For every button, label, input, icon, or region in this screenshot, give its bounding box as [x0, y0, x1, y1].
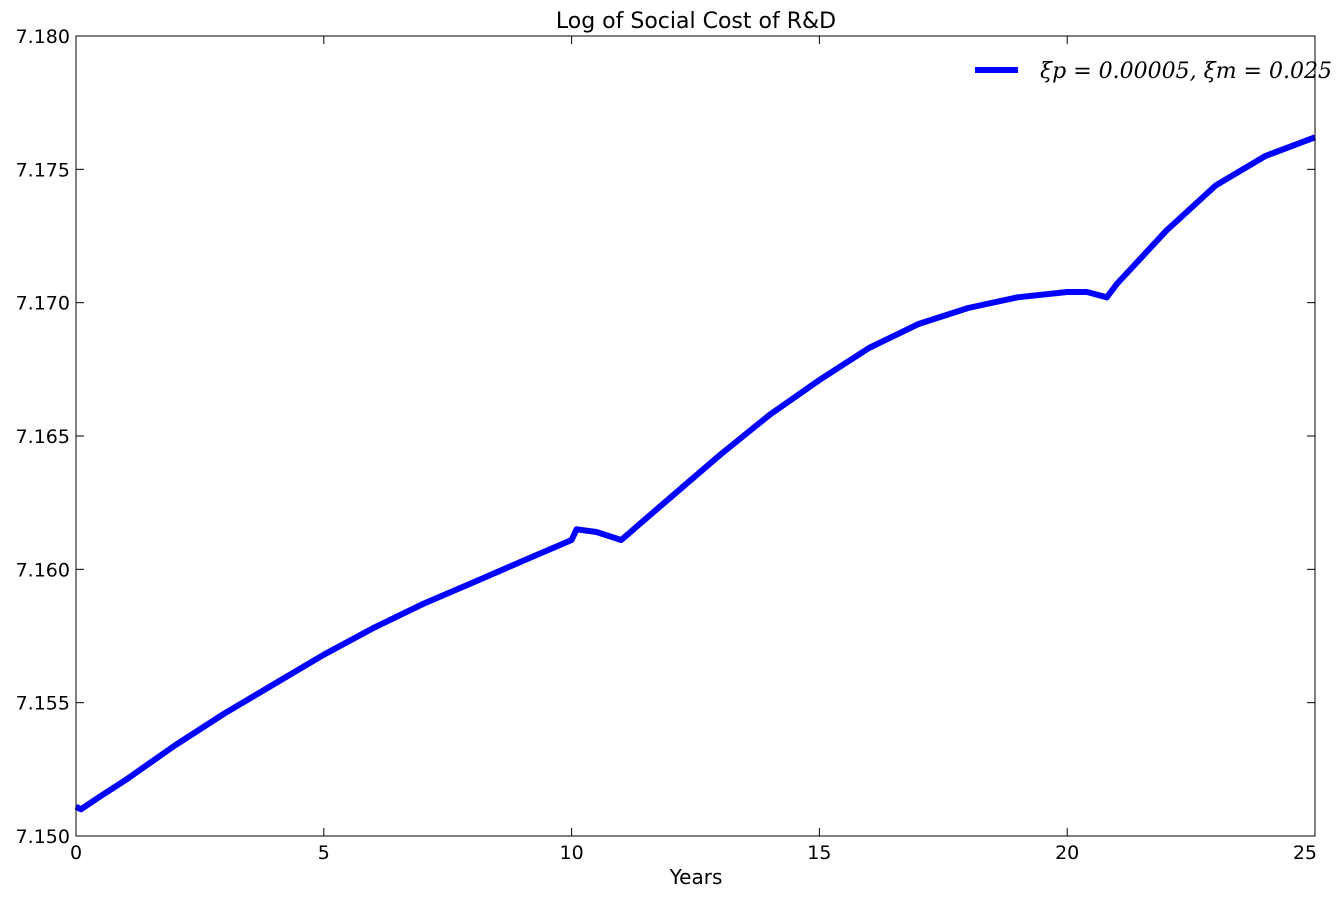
- plot-area-frame: [75, 35, 1316, 837]
- x-tick-label: 5: [318, 842, 330, 864]
- y-tick-label: 7.165: [16, 426, 70, 448]
- x-axis-label: Years: [669, 865, 723, 889]
- x-tick-label: 15: [807, 842, 831, 864]
- x-tick-label: 10: [560, 842, 584, 864]
- x-tick-label: 25: [1293, 842, 1317, 864]
- series-line: [74, 134, 1317, 813]
- x-tick-label: 0: [70, 842, 82, 864]
- y-tick-label: 7.150: [16, 826, 70, 848]
- x-tick-label: 20: [1055, 842, 1079, 864]
- legend-label: ξp = 0.00005, ξm = 0.025: [1040, 59, 1332, 84]
- y-tick-label: 7.175: [16, 159, 70, 181]
- y-tick-label: 7.155: [16, 693, 70, 715]
- y-tick-label: 7.180: [16, 26, 70, 48]
- legend: ξp = 0.00005, ξm = 0.025: [975, 59, 1332, 84]
- x-ticks: 0 5 10 15 20 25: [70, 36, 1317, 864]
- chart-title: Log of Social Cost of R&D: [556, 9, 836, 34]
- y-tick-label: 7.160: [16, 559, 70, 581]
- y-tick-label: 7.170: [16, 293, 70, 315]
